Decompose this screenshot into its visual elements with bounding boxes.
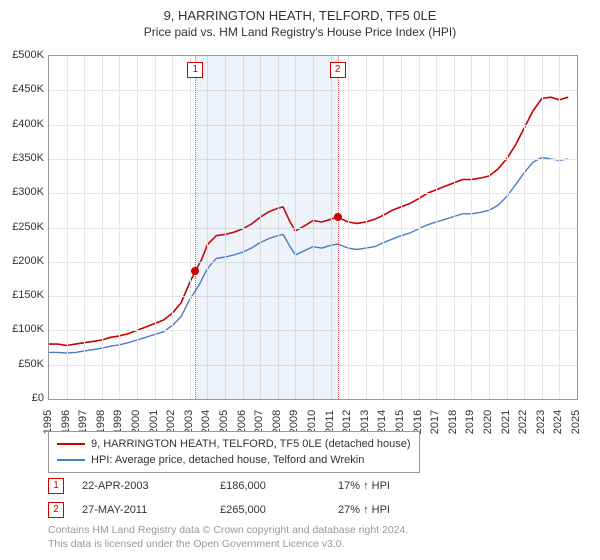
gridline-v xyxy=(102,56,103,399)
gridline-v xyxy=(454,56,455,399)
sale-vline xyxy=(195,56,196,399)
x-tick-label: 2017 xyxy=(429,410,441,434)
title-line-1: 9, HARRINGTON HEATH, TELFORD, TF5 0LE xyxy=(0,8,600,23)
gridline-v xyxy=(67,56,68,399)
legend-label-hpi: HPI: Average price, detached house, Telf… xyxy=(91,454,364,466)
gridline-v xyxy=(366,56,367,399)
gridline-v xyxy=(542,56,543,399)
attribution-line-2: This data is licensed under the Open Gov… xyxy=(48,538,408,552)
gridline-v xyxy=(137,56,138,399)
x-tick-label: 2024 xyxy=(552,410,564,434)
gridline-v xyxy=(559,56,560,399)
sale-dot xyxy=(334,213,342,221)
gridline-v xyxy=(489,56,490,399)
y-tick-label: £450K xyxy=(0,83,44,95)
gridline-v xyxy=(172,56,173,399)
x-tick-label: 2025 xyxy=(570,410,582,434)
chart-container: 9, HARRINGTON HEATH, TELFORD, TF5 0LE Pr… xyxy=(0,0,600,560)
y-tick-label: £500K xyxy=(0,49,44,61)
x-tick-label: 2019 xyxy=(464,410,476,434)
title-block: 9, HARRINGTON HEATH, TELFORD, TF5 0LE Pr… xyxy=(0,0,600,39)
gridline-v xyxy=(471,56,472,399)
y-tick-label: £250K xyxy=(0,221,44,233)
sales-row-1: 1 22-APR-2003 £186,000 17% ↑ HPI xyxy=(48,476,418,496)
sale-price-2: £265,000 xyxy=(220,504,310,516)
gridline-v xyxy=(155,56,156,399)
plot-area: 12 xyxy=(48,55,578,400)
gridline-v xyxy=(436,56,437,399)
y-tick-label: £200K xyxy=(0,255,44,267)
gridline-v xyxy=(524,56,525,399)
title-line-2: Price paid vs. HM Land Registry's House … xyxy=(0,25,600,39)
gridline-v xyxy=(507,56,508,399)
sale-date-2: 27-MAY-2011 xyxy=(82,504,192,516)
legend-row-property: 9, HARRINGTON HEATH, TELFORD, TF5 0LE (d… xyxy=(57,436,411,452)
sale-pct-2: 27% ↑ HPI xyxy=(338,504,390,516)
y-tick-label: £0 xyxy=(0,392,44,404)
sales-row-2: 2 27-MAY-2011 £265,000 27% ↑ HPI xyxy=(48,500,418,520)
gridline-v xyxy=(84,56,85,399)
attribution: Contains HM Land Registry data © Crown c… xyxy=(48,524,408,551)
legend-label-property: 9, HARRINGTON HEATH, TELFORD, TF5 0LE (d… xyxy=(91,438,411,450)
gridline-v xyxy=(190,56,191,399)
x-tick-label: 2023 xyxy=(535,410,547,434)
legend-swatch-property xyxy=(57,443,85,445)
sale-date-1: 22-APR-2003 xyxy=(82,480,192,492)
y-tick-label: £150K xyxy=(0,289,44,301)
gridline-v xyxy=(401,56,402,399)
x-tick-label: 2020 xyxy=(482,410,494,434)
gridline-v xyxy=(119,56,120,399)
legend-row-hpi: HPI: Average price, detached house, Telf… xyxy=(57,452,411,468)
sale-marker-box: 1 xyxy=(187,62,203,78)
y-tick-label: £300K xyxy=(0,186,44,198)
legend-swatch-hpi xyxy=(57,459,85,461)
y-tick-label: £350K xyxy=(0,152,44,164)
shaded-ownership-region xyxy=(195,56,337,399)
sale-dot xyxy=(191,267,199,275)
sales-table: 1 22-APR-2003 £186,000 17% ↑ HPI 2 27-MA… xyxy=(48,476,418,524)
sale-marker-1: 1 xyxy=(48,478,64,494)
attribution-line-1: Contains HM Land Registry data © Crown c… xyxy=(48,524,408,538)
sale-price-1: £186,000 xyxy=(220,480,310,492)
x-tick-label: 2022 xyxy=(517,410,529,434)
x-tick-label: 2021 xyxy=(500,410,512,434)
sale-vline xyxy=(338,56,339,399)
gridline-v xyxy=(383,56,384,399)
gridline-v xyxy=(348,56,349,399)
sale-marker-box: 2 xyxy=(330,62,346,78)
gridline-v xyxy=(419,56,420,399)
legend: 9, HARRINGTON HEATH, TELFORD, TF5 0LE (d… xyxy=(48,431,420,473)
y-tick-label: £50K xyxy=(0,358,44,370)
x-tick-label: 2018 xyxy=(447,410,459,434)
y-tick-label: £400K xyxy=(0,118,44,130)
sale-marker-2: 2 xyxy=(48,502,64,518)
sale-pct-1: 17% ↑ HPI xyxy=(338,480,390,492)
y-tick-label: £100K xyxy=(0,323,44,335)
